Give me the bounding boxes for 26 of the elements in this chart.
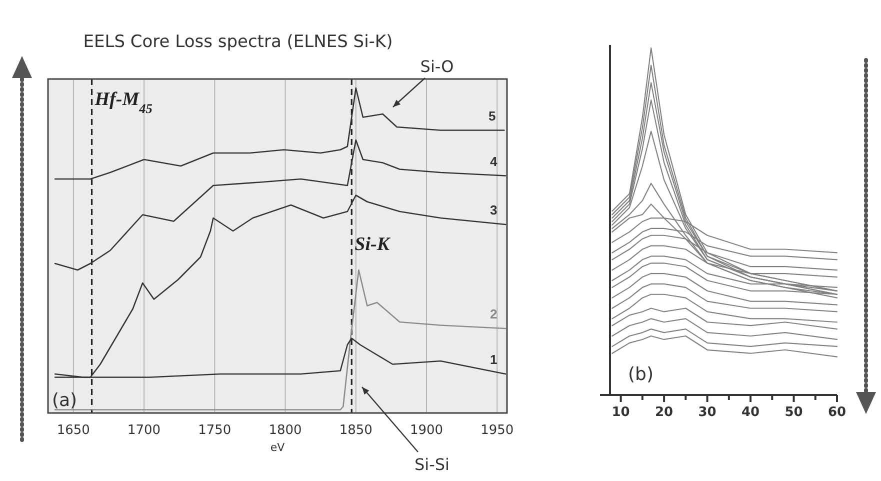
series-label: 3: [490, 202, 498, 218]
series-label: 4: [490, 154, 498, 169]
x-tick-label: 50: [784, 405, 803, 420]
x-tick-label: 1800: [268, 423, 302, 438]
x-tick-label: 1950: [480, 423, 514, 438]
annotation: (a): [52, 390, 78, 411]
x-tick-label: 10: [612, 405, 630, 420]
series-label: 2: [490, 306, 498, 322]
text: Si-O: [420, 57, 454, 76]
x-tick-label: 20: [655, 405, 674, 420]
x-tick-label: 1700: [127, 423, 161, 438]
x-tick-label: 1850: [339, 423, 372, 438]
annotation: (b): [628, 364, 654, 385]
x-axis-title: eV: [270, 441, 286, 454]
x-tick-label: 60: [828, 405, 846, 420]
x-tick-label: 1750: [198, 423, 232, 438]
ref-line-label: Hf-M$_{45}$: [94, 89, 153, 116]
x-tick-label: 1650: [56, 423, 90, 438]
x-tick-label: 40: [741, 405, 760, 420]
series-label: 1: [490, 352, 498, 367]
series-label: 5: [488, 108, 496, 124]
ref-line-label: Si-K: [354, 234, 391, 255]
x-tick-label: 30: [698, 405, 716, 420]
text: Si-Si: [414, 455, 450, 474]
x-tick-label: 1900: [410, 423, 444, 438]
chart-title: EELS Core Loss spectra (ELNES Si-K): [83, 32, 393, 52]
